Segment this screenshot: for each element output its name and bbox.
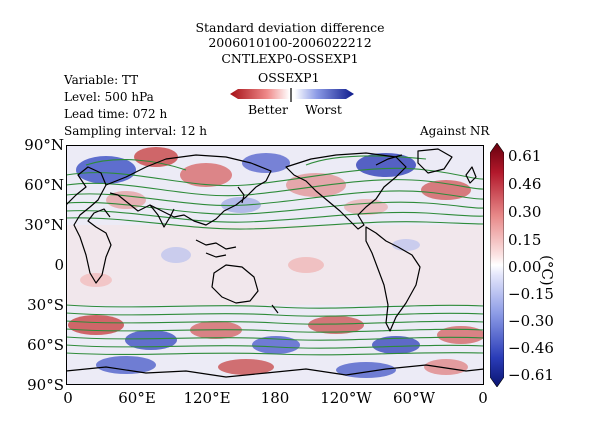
colorbar-unit: (°C) <box>538 255 556 286</box>
lat-tick-30s: 30°S <box>27 296 64 314</box>
meta-against: Against NR <box>420 124 490 138</box>
lat-tick-0: 0 <box>54 256 64 274</box>
lat-tick-60n: 60°N <box>24 176 64 194</box>
map-frame <box>66 145 484 385</box>
colorbar-tick-5: 0.00 <box>508 258 542 276</box>
colorbar-tick-9: −0.61 <box>508 366 554 384</box>
lon-tick-180: 180 <box>260 389 290 407</box>
meta-level: Level: 500 hPa <box>64 90 154 104</box>
lat-tick-60s: 60°S <box>27 336 64 354</box>
legend-bar <box>230 88 354 102</box>
lon-tick-0-east: 0 <box>478 389 488 407</box>
colorbar-tick-7: −0.30 <box>508 312 554 330</box>
title-line-3: CNTLEXP0-OSSEXP1 <box>221 51 359 66</box>
lon-tick-120e: 120°E <box>183 389 231 407</box>
coastlines <box>66 148 484 378</box>
colorbar-tick-1: 0.61 <box>508 147 542 165</box>
legend-worst: Worst <box>305 102 342 117</box>
colorbar <box>490 143 504 387</box>
lat-tick-90s: 90°S <box>27 376 64 394</box>
meta-sampling: Sampling interval: 12 h <box>64 124 208 138</box>
meta-variable: Variable: TT <box>64 73 139 87</box>
meta-lead-time: Lead time: 072 h <box>64 107 168 121</box>
lat-tick-30n: 30°N <box>24 216 64 234</box>
legend-title: OSSEXP1 <box>258 70 320 85</box>
lon-tick-120w: 120°W <box>320 389 372 407</box>
lon-tick-60w: 60°W <box>392 389 436 407</box>
legend-better: Better <box>248 102 289 117</box>
lon-tick-60e: 60°E <box>118 389 156 407</box>
colorbar-tick-6: −0.15 <box>508 285 554 303</box>
map-plot <box>66 145 484 385</box>
title-line-2: 2006010100-2006022212 <box>208 35 372 50</box>
contour-lines <box>66 155 484 356</box>
colorbar-tick-4: 0.15 <box>508 231 542 249</box>
lon-tick-0: 0 <box>63 389 73 407</box>
title-line-1: Standard deviation difference <box>195 20 385 35</box>
lat-tick-90n: 90°N <box>24 136 64 154</box>
colorbar-tick-3: 0.30 <box>508 203 542 221</box>
colorbar-tick-8: −0.46 <box>508 339 554 357</box>
colorbar-tick-2: 0.46 <box>508 175 542 193</box>
